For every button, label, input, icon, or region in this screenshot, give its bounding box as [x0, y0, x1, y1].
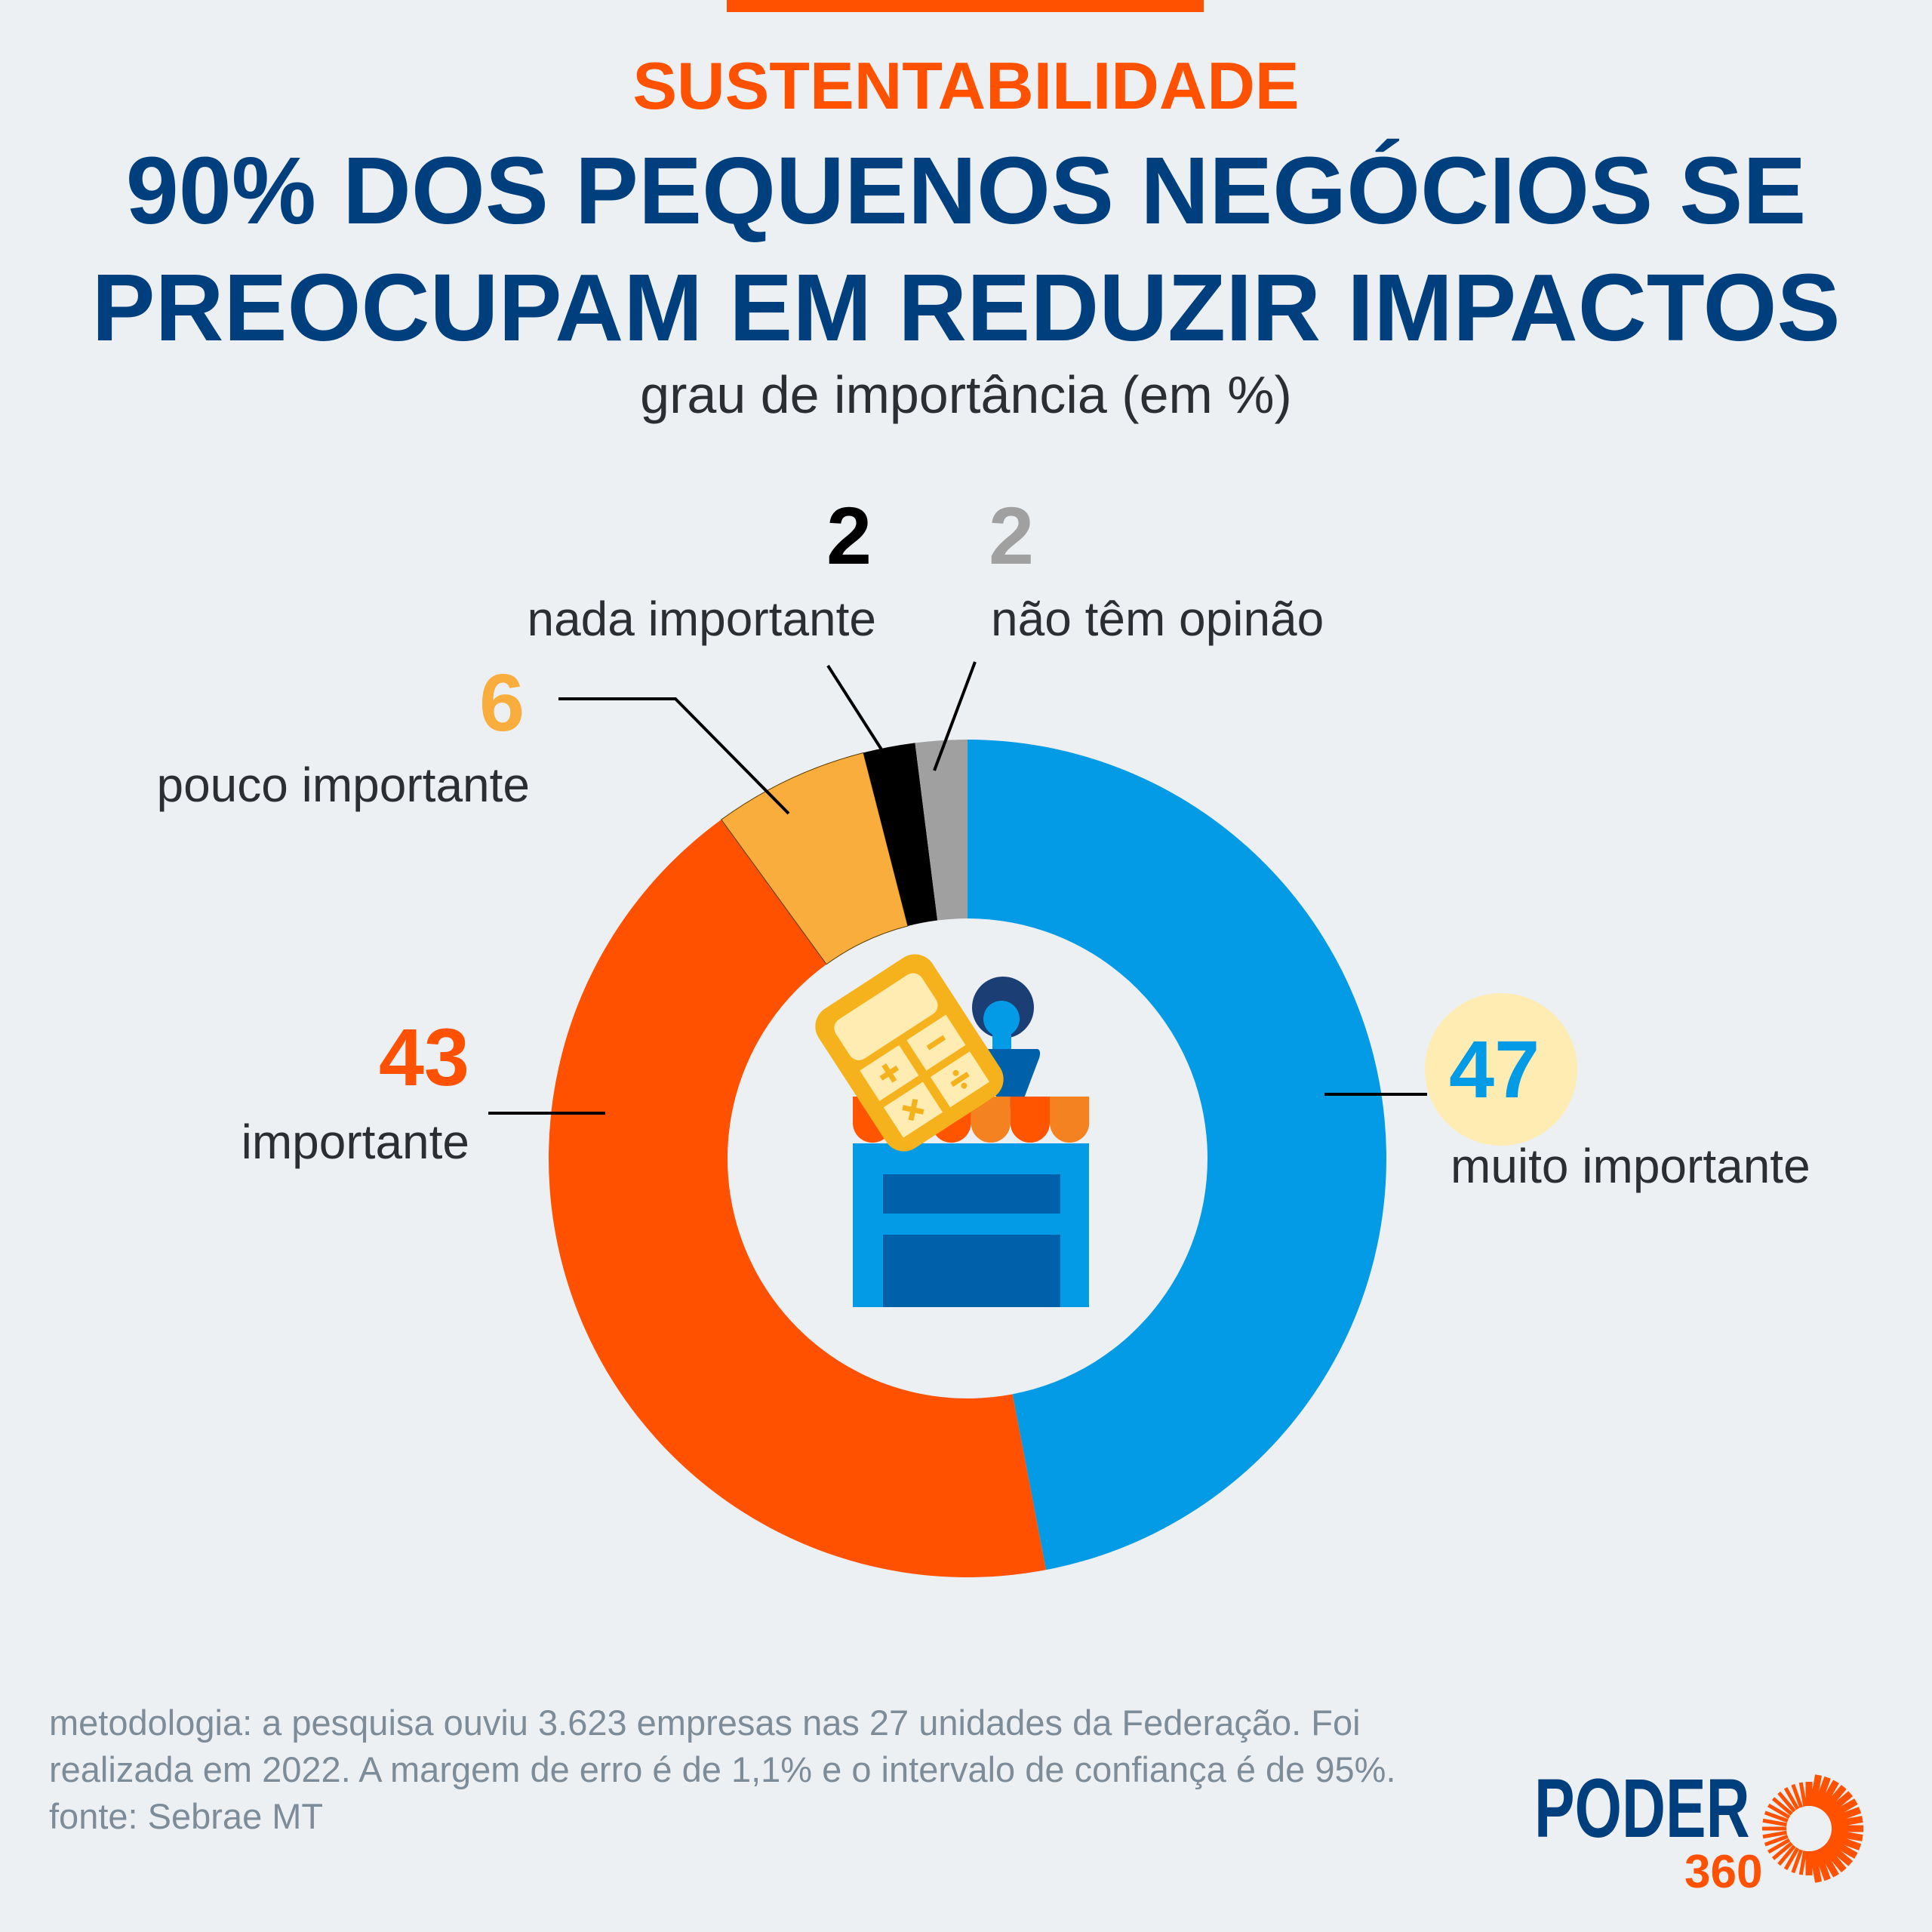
awning-stripe — [1050, 1097, 1090, 1143]
sun-ray — [1777, 1844, 1796, 1866]
sun-ray — [1764, 1834, 1789, 1847]
sun-ray — [1814, 1848, 1831, 1881]
sun-ray — [1764, 1810, 1789, 1823]
sun-ray — [1826, 1798, 1858, 1820]
slice-importante — [549, 819, 1046, 1577]
value-nada: 2 — [826, 490, 872, 581]
sun-ray — [1777, 1791, 1796, 1813]
label-importante: importante — [241, 1115, 469, 1169]
kicker: SUSTENTABILIDADE — [632, 48, 1300, 123]
highlight-circle — [1425, 993, 1577, 1146]
value-nao: 2 — [989, 490, 1035, 581]
sun-ray — [1817, 1780, 1839, 1811]
top-accent-bar — [727, 0, 1204, 12]
sun-ray — [1791, 1783, 1804, 1808]
subtitle: grau de importância (em %) — [640, 365, 1292, 424]
sun-ray — [1767, 1803, 1791, 1820]
sun-ray — [1771, 1797, 1793, 1816]
sun-ray — [1809, 1774, 1822, 1807]
sun-ray — [1817, 1846, 1839, 1878]
sun-ray — [1762, 1818, 1787, 1827]
sun-ray — [1767, 1838, 1791, 1854]
sun-ray — [1762, 1830, 1787, 1839]
logo-360: 360 — [1684, 1846, 1763, 1898]
label-pouco: pouco importante — [156, 758, 530, 812]
leader-line-pouco — [558, 697, 790, 815]
sun-ray — [1820, 1844, 1847, 1873]
awning-stripe — [971, 1097, 1011, 1143]
sun-ray — [1783, 1787, 1800, 1810]
label-nada: nada importante — [527, 592, 876, 646]
source-line: fonte: Sebrae MT — [49, 1796, 324, 1836]
title-line-2: PREOCUPAM EM REDUZIR IMPACTOS — [91, 254, 1841, 361]
sun-ray — [1829, 1833, 1862, 1850]
sun-ray — [1820, 1784, 1847, 1814]
leader-line-nada — [826, 664, 883, 751]
store-with-person-and-calculator-icon — [815, 954, 1090, 1307]
sun-ray — [1771, 1841, 1793, 1860]
footer-note: metodologia: a pesquisa ouviu 3.623 empr… — [49, 1700, 1396, 1840]
sun-ray — [1830, 1829, 1863, 1841]
methodology-line-2: realizada em 2022. A margem de erro é de… — [49, 1749, 1396, 1789]
label-nao: não têm opinão — [991, 592, 1324, 646]
value-muito: 47 — [1449, 1023, 1540, 1115]
label-muito: muito importante — [1451, 1139, 1810, 1193]
poder360-sun-icon — [1762, 1774, 1863, 1883]
title-line-1: 90% DOS PEQUENOS NEGÓCIOS SE — [125, 137, 1807, 244]
leader-lines — [488, 661, 1427, 1115]
logo-poder: PODER — [1534, 1762, 1750, 1855]
value-importante: 43 — [378, 1011, 469, 1103]
slice-não-têm-opinão — [915, 740, 968, 921]
sun-ray — [1830, 1816, 1863, 1829]
sun-ray — [1824, 1840, 1854, 1866]
methodology-line-1: metodologia: a pesquisa ouviu 3.623 empr… — [49, 1703, 1361, 1743]
sun-ray — [1814, 1776, 1831, 1809]
awning-stripe — [1010, 1097, 1050, 1143]
sun-ray — [1826, 1837, 1858, 1859]
leader-line-nao — [933, 661, 977, 771]
slice-nada-importante — [863, 743, 938, 926]
sun-ray — [1791, 1849, 1804, 1874]
value-pouco: 6 — [479, 657, 525, 748]
slice-muito-importante — [968, 740, 1387, 1571]
sun-ray — [1829, 1807, 1862, 1824]
sun-ray — [1798, 1850, 1807, 1875]
sun-ray — [1824, 1791, 1854, 1817]
sun-ray — [1783, 1847, 1800, 1870]
sun-ray — [1798, 1782, 1807, 1807]
sun-ray — [1809, 1850, 1822, 1883]
